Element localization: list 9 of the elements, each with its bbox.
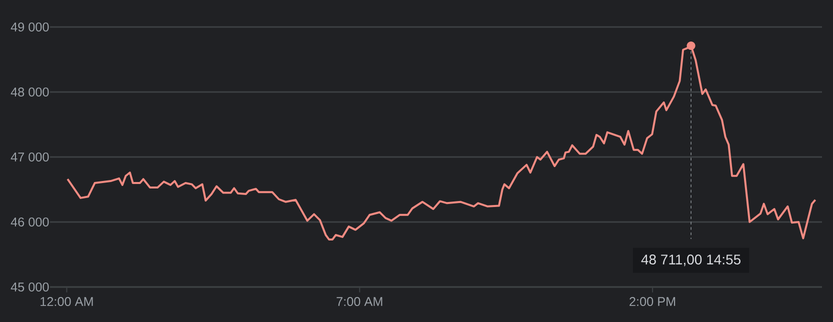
- x-tick-label: 12:00 AM: [40, 297, 93, 306]
- y-tick-label: 46 000: [10, 218, 49, 226]
- annotation: 48 711,00 14:55: [641, 254, 741, 266]
- x-tick-label: 7:00 AM: [336, 297, 382, 306]
- y-tick-label: 45 000: [10, 282, 49, 292]
- y-tick-label: 47 000: [10, 152, 49, 162]
- y-tick-label: 49 000: [10, 22, 49, 32]
- y-tick-label: 48 000: [10, 88, 49, 96]
- x-tick-label: 2:00 PM: [630, 297, 676, 306]
